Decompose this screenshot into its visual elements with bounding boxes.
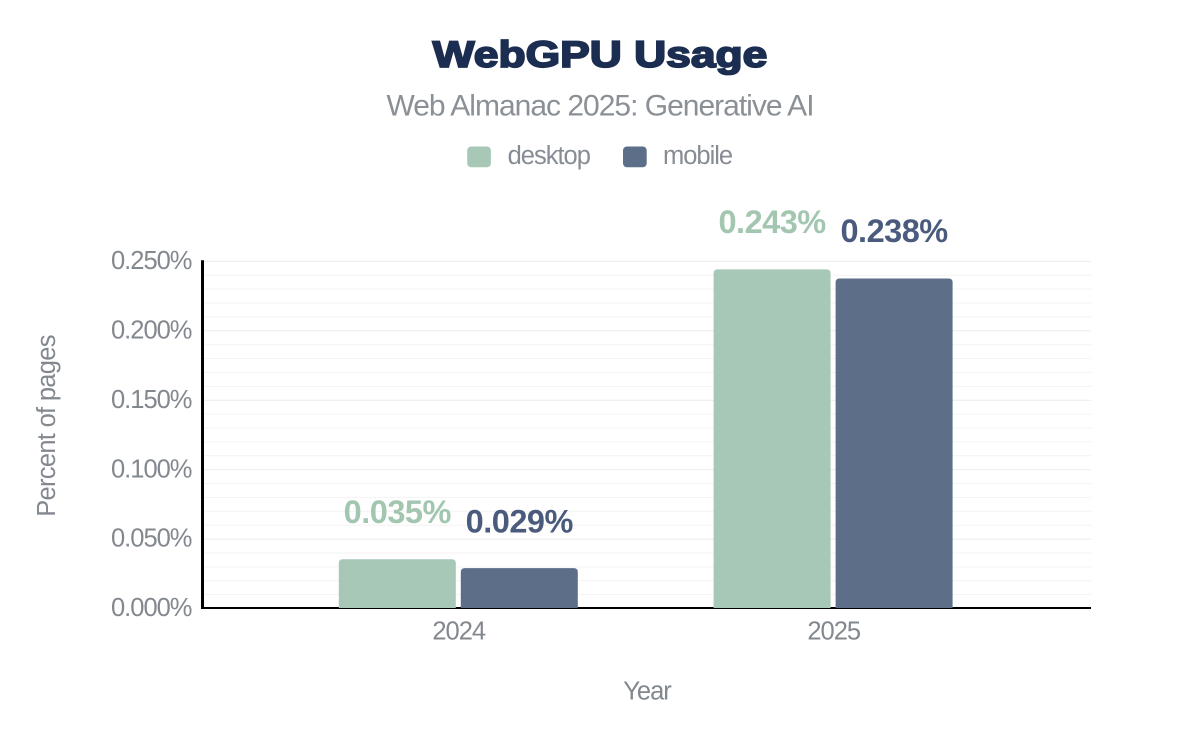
svg-text:mobile: mobile: [663, 142, 733, 170]
svg-text:0.200%: 0.200%: [111, 316, 192, 344]
svg-text:2024: 2024: [432, 618, 486, 646]
svg-text:0.100%: 0.100%: [111, 455, 192, 483]
svg-text:Year: Year: [623, 678, 672, 706]
svg-text:2025: 2025: [807, 618, 861, 646]
svg-text:desktop: desktop: [508, 142, 591, 170]
svg-text:0.238%: 0.238%: [840, 213, 948, 249]
svg-text:0.050%: 0.050%: [111, 525, 192, 553]
svg-text:Web Almanac 2025: Generative A: Web Almanac 2025: Generative AI: [386, 90, 813, 123]
svg-text:0.243%: 0.243%: [718, 204, 826, 240]
svg-text:Percent of pages: Percent of pages: [33, 335, 61, 517]
svg-text:0.029%: 0.029%: [466, 504, 574, 540]
svg-text:0.250%: 0.250%: [111, 247, 192, 275]
svg-text:0.000%: 0.000%: [111, 594, 192, 622]
svg-text:0.035%: 0.035%: [344, 494, 452, 530]
svg-text:0.150%: 0.150%: [111, 386, 192, 414]
svg-text:WebGPU Usage: WebGPU Usage: [433, 34, 768, 76]
